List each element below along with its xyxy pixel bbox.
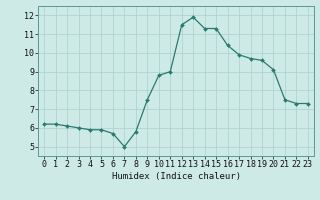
X-axis label: Humidex (Indice chaleur): Humidex (Indice chaleur)	[111, 172, 241, 181]
